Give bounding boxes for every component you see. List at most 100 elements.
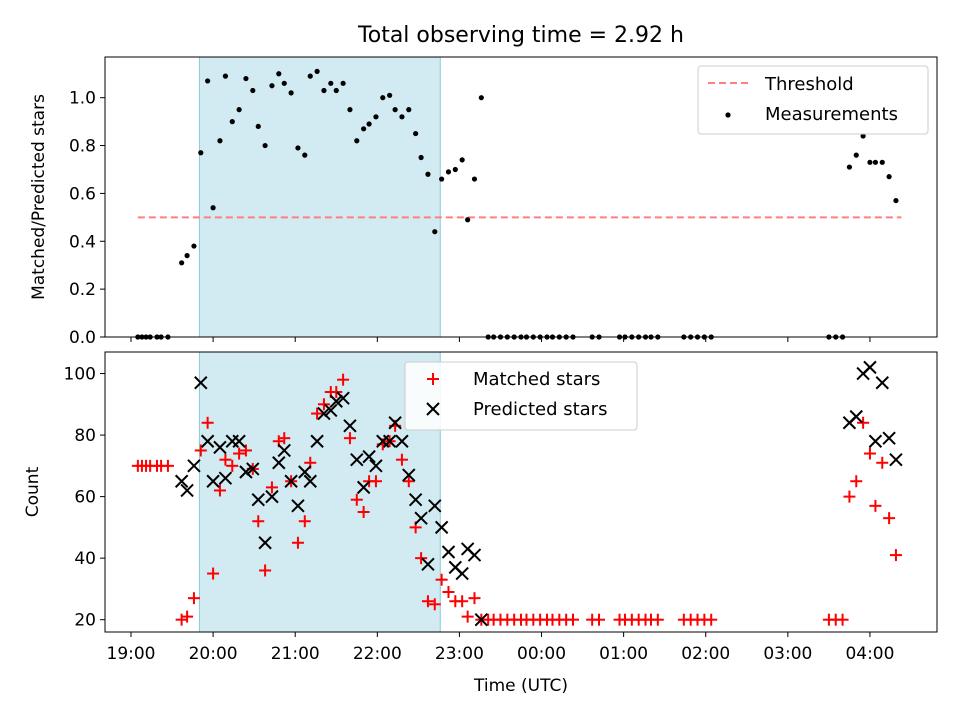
matched-star-points <box>131 373 902 626</box>
predicted-star-stroke-b <box>187 459 201 473</box>
predicted-star-marker <box>324 403 338 418</box>
predicted-star-stroke-b <box>849 409 863 424</box>
matched-star-marker <box>456 595 469 608</box>
measurement-point <box>302 152 308 158</box>
matched-star-marker <box>207 567 220 580</box>
measurement-point <box>288 90 294 96</box>
matched-star-marker <box>201 416 214 429</box>
predicted-star-stroke-b <box>868 434 883 448</box>
matched-star-marker <box>850 475 863 488</box>
predicted-star-marker <box>369 459 383 473</box>
bottom-x-ticks: 19:00 20:00 21:00 22:00 23:00 00:00 01:00 02:00… <box>107 632 894 664</box>
predicted-star-marker <box>434 520 449 535</box>
matched-star-marker <box>259 564 272 577</box>
predicted-star-marker <box>441 545 456 559</box>
legend-predicted-label: Predicted stars <box>473 399 607 420</box>
top-y-ticks: 0.0 0.2 0.4 0.6 0.8 1.0 <box>69 89 105 348</box>
top-axes-frame <box>104 56 938 338</box>
matched-star-marker <box>567 613 579 626</box>
measurement-point <box>243 75 249 82</box>
predicted-star-marker <box>277 443 291 458</box>
predicted-star-marker <box>291 499 305 513</box>
bottom-xtick-label: 01:00 <box>599 644 648 664</box>
bottom-xtick-label: 02:00 <box>681 644 730 664</box>
predicted-star-marker <box>849 409 863 424</box>
matched-star-marker <box>421 595 434 608</box>
bottom-xtick-label: 19:00 <box>107 644 156 664</box>
bottom-xtick-label: 04:00 <box>845 644 894 664</box>
measurement-point <box>432 229 438 235</box>
predicted-star-marker <box>174 474 189 488</box>
top-ytick-label: 0.0 <box>69 328 96 348</box>
measurement-point <box>425 171 431 177</box>
measurement-point <box>269 83 275 89</box>
predicted-star-stroke-b <box>421 557 435 572</box>
predicted-star-marker <box>882 431 896 445</box>
bottom-xtick-label: 22:00 <box>353 644 402 664</box>
predicted-star-stroke-b <box>246 462 260 476</box>
predicted-star-stroke-b <box>298 465 312 479</box>
predicted-star-marker <box>863 360 877 375</box>
matched-star-marker <box>889 549 902 562</box>
measurement-point <box>184 253 190 259</box>
predicted-star-marker <box>298 465 312 479</box>
matched-star-marker <box>402 475 415 488</box>
predicted-star-stroke-b <box>265 489 279 504</box>
measurement-point <box>229 119 235 125</box>
predicted-star-stroke-b <box>402 468 416 482</box>
measurement-point <box>406 107 412 113</box>
predicted-star-marker <box>474 612 489 627</box>
top-ytick-label: 1.0 <box>69 89 96 109</box>
measurement-point <box>276 71 282 77</box>
predicted-star-marker <box>868 434 883 448</box>
predicted-star-marker <box>395 434 409 448</box>
predicted-star-stroke-b <box>875 376 889 390</box>
measurement-point <box>853 152 859 158</box>
bottom-ytick-label: 40 <box>74 549 96 569</box>
matched-star-marker <box>461 610 474 623</box>
bottom-xtick-label: 23:00 <box>435 644 484 664</box>
predicted-star-stroke-b <box>889 452 903 467</box>
bottom-ytick-label: 100 <box>64 365 96 385</box>
observing-window-shade-bottom <box>198 351 441 633</box>
predicted-star-marker <box>232 434 246 448</box>
bottom-legend-box <box>404 361 638 431</box>
predicted-star-stroke-b <box>460 542 475 556</box>
measurement-point <box>321 87 327 94</box>
measurement-point <box>418 154 424 161</box>
predicted-star-stroke-b <box>414 511 428 525</box>
legend-matched-swatch <box>427 373 439 385</box>
observing-window-shade <box>198 56 441 338</box>
predicted-star-stroke-b <box>369 459 383 473</box>
measurement-point <box>886 174 892 180</box>
matched-star-marker <box>337 373 350 386</box>
predicted-star-marker <box>875 376 889 390</box>
matched-star-marker <box>843 490 856 503</box>
predicted-star-marker <box>310 434 324 448</box>
matched-star-marker <box>863 447 876 460</box>
matched-star-marker <box>869 499 882 512</box>
measurement-point <box>314 68 320 74</box>
matched-star-marker <box>298 515 311 528</box>
matched-star-marker <box>265 481 278 494</box>
matched-star-marker <box>369 475 382 488</box>
matched-star-marker <box>278 432 291 445</box>
predicted-star-stroke-b <box>882 431 896 445</box>
measurement-point <box>413 130 419 137</box>
matched-star-marker <box>317 398 330 411</box>
predicted-star-stroke-b <box>428 499 442 513</box>
predicted-star-stroke-b <box>408 492 423 507</box>
top-title: Total observing time = 2.92 h <box>357 23 684 48</box>
legend-measurements-swatch <box>725 112 731 118</box>
measurement-point <box>340 80 346 86</box>
measurement-point <box>354 138 360 144</box>
bottom-ytick-label: 80 <box>74 426 96 446</box>
measurement-point <box>366 121 372 127</box>
measurement-point <box>399 114 405 120</box>
matched-star-marker <box>219 453 232 466</box>
measurement-point <box>860 133 866 139</box>
measurement-point <box>867 159 873 165</box>
predicted-star-stroke-b <box>329 394 343 408</box>
matched-star-marker <box>311 407 324 420</box>
predicted-star-marker <box>284 474 298 488</box>
